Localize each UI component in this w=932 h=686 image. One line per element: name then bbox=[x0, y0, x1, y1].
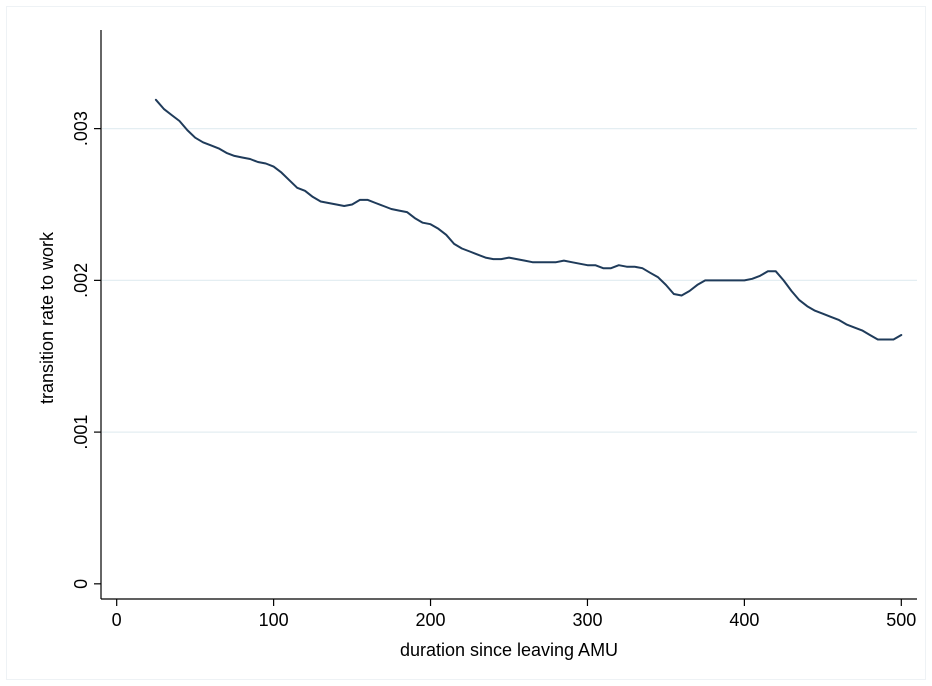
y-tick-label-0: 0 bbox=[71, 579, 91, 589]
series bbox=[154, 98, 903, 341]
x-tick-label-3: 300 bbox=[572, 610, 602, 630]
chart-frame bbox=[6, 6, 926, 680]
x-axis-title: duration since leaving AMU bbox=[400, 640, 618, 660]
series-line-0 bbox=[154, 98, 903, 341]
x-tick-label-4: 400 bbox=[729, 610, 759, 630]
axes bbox=[100, 30, 917, 600]
x-tick-label-2: 200 bbox=[416, 610, 446, 630]
y-tick-label-2: .002 bbox=[71, 263, 91, 298]
y-tick-label-3: .003 bbox=[71, 111, 91, 146]
x-tick-label-5: 500 bbox=[886, 610, 916, 630]
x-tick-label-0: 0 bbox=[112, 610, 122, 630]
ticks: 0 .001 .002 .003 0 100 200 300 400 500 bbox=[71, 111, 916, 630]
y-tick-label-1: .001 bbox=[71, 415, 91, 450]
y-axis-title: transition rate to work bbox=[37, 231, 57, 404]
grid-lines bbox=[102, 128, 917, 433]
x-tick-label-1: 100 bbox=[259, 610, 289, 630]
